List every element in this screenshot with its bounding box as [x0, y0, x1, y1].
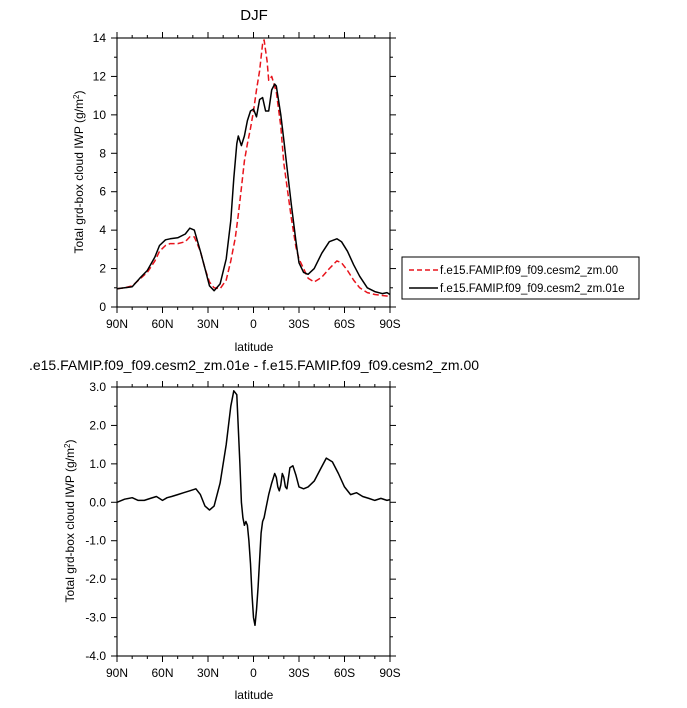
- top-chart-xtick-label-4: 30S: [288, 317, 309, 331]
- top-chart-ylabel-end: ): [72, 91, 86, 95]
- bottom-chart-x-axis-label: latitude: [235, 688, 274, 702]
- bottom-chart-ytick-label-1: 2.0: [89, 418, 106, 432]
- top-chart-ytick-label-1: 2: [99, 262, 106, 276]
- bottom-chart-ylabel-sup: 2: [63, 443, 72, 448]
- top-chart-series-line-1: [116, 83, 391, 296]
- top-chart-y-axis-label: Total grd-box cloud IWP (g/m2): [72, 91, 86, 254]
- top-chart-series-line-0: [116, 39, 391, 298]
- bottom-chart-ytick-label-4: -1.0: [85, 534, 106, 548]
- top-chart-ytick-label-2: 4: [99, 223, 106, 237]
- bottom-chart-title: .e15.FAMIP.f09_f09.cesm2_zm.01e - f.e15.…: [29, 357, 479, 373]
- bottom-chart-ytick-label-5: -2.0: [85, 572, 106, 586]
- bottom-chart-ytick-label-6: -3.0: [85, 611, 106, 625]
- bottom-chart-xtick-label-1: 60N: [151, 666, 173, 680]
- bottom-chart-xtick-label-6: 90S: [379, 666, 400, 680]
- bottom-chart-ytick-label-3: 0.0: [89, 495, 106, 509]
- top-chart-x-axis-label: latitude: [235, 340, 274, 354]
- bottom-chart-ylabel-text: Total grd-box cloud IWP (g/m: [63, 448, 77, 603]
- top-chart-title: DJF: [240, 7, 268, 24]
- top-chart-ytick-label-7: 14: [93, 31, 107, 45]
- top-chart-frame: [116, 37, 391, 308]
- top-chart-xtick-label-3: 0: [250, 317, 257, 331]
- bottom-chart-ylabel-end: ): [63, 440, 77, 444]
- bottom-chart-ytick-label-2: 1.0: [89, 457, 106, 471]
- top-chart: DJF Total grd-box cloud IWP (g/m2) 90N 60…: [72, 7, 401, 354]
- bottom-chart-xtick-label-2: 30N: [197, 666, 219, 680]
- top-chart-ytick-label-5: 10: [93, 108, 107, 122]
- svg-text:Total grd-box cloud IWP (g/m2): Total grd-box cloud IWP (g/m2): [63, 440, 77, 603]
- bottom-chart: .e15.FAMIP.f09_f09.cesm2_zm.01e - f.e15.…: [29, 357, 479, 702]
- top-chart-ytick-label-6: 12: [93, 69, 107, 83]
- bottom-chart-xtick-label-0: 90N: [106, 666, 128, 680]
- top-chart-xtick-label-5: 60S: [334, 317, 355, 331]
- bottom-chart-plot-area: 90N 60N 30N 0 30S 60S 90S 3.0 2.0 1.0 0.0 -1.0 -2.0 -…: [85, 380, 400, 680]
- top-chart-ytick-label-0: 0: [99, 300, 106, 314]
- top-chart-plot-area: 90N 60N 30N 0 30S 60S 90S 0 2 4 6 8 10 12 14: [93, 31, 401, 331]
- top-chart-xtick-label-0: 90N: [106, 317, 128, 331]
- top-chart-ytick-label-4: 8: [99, 146, 106, 160]
- legend-label-series-1: f.e15.FAMIP.f09_f09.cesm2_zm.01e: [440, 283, 625, 295]
- bottom-chart-ytick-label-7: -4.0: [85, 649, 106, 663]
- top-chart-xtick-label-2: 30N: [197, 317, 219, 331]
- legend-box: [401, 256, 640, 300]
- svg-text:Total grd-box cloud IWP (g/m2): Total grd-box cloud IWP (g/m2): [72, 91, 86, 254]
- top-chart-xtick-label-6: 90S: [379, 317, 400, 331]
- bottom-chart-series-line-0: [116, 390, 391, 627]
- top-chart-ytick-label-3: 6: [99, 185, 106, 199]
- bottom-chart-y-axis-label: Total grd-box cloud IWP (g/m2): [63, 440, 77, 603]
- bottom-chart-ytick-label-0: 3.0: [89, 380, 106, 394]
- top-chart-ylabel-text: Total grd-box cloud IWP (g/m: [72, 99, 86, 254]
- bottom-chart-xtick-label-4: 30S: [288, 666, 309, 680]
- legend-label-series-0: f.e15.FAMIP.f09_f09.cesm2_zm.00: [440, 265, 618, 277]
- top-chart-legend: f.e15.FAMIP.f09_f09.cesm2_zm.00 f.e15.FA…: [401, 256, 640, 300]
- top-chart-xtick-label-1: 60N: [151, 317, 173, 331]
- bottom-chart-xtick-label-3: 0: [250, 666, 257, 680]
- top-chart-ylabel-sup: 2: [72, 94, 81, 99]
- bottom-chart-xtick-label-5: 60S: [334, 666, 355, 680]
